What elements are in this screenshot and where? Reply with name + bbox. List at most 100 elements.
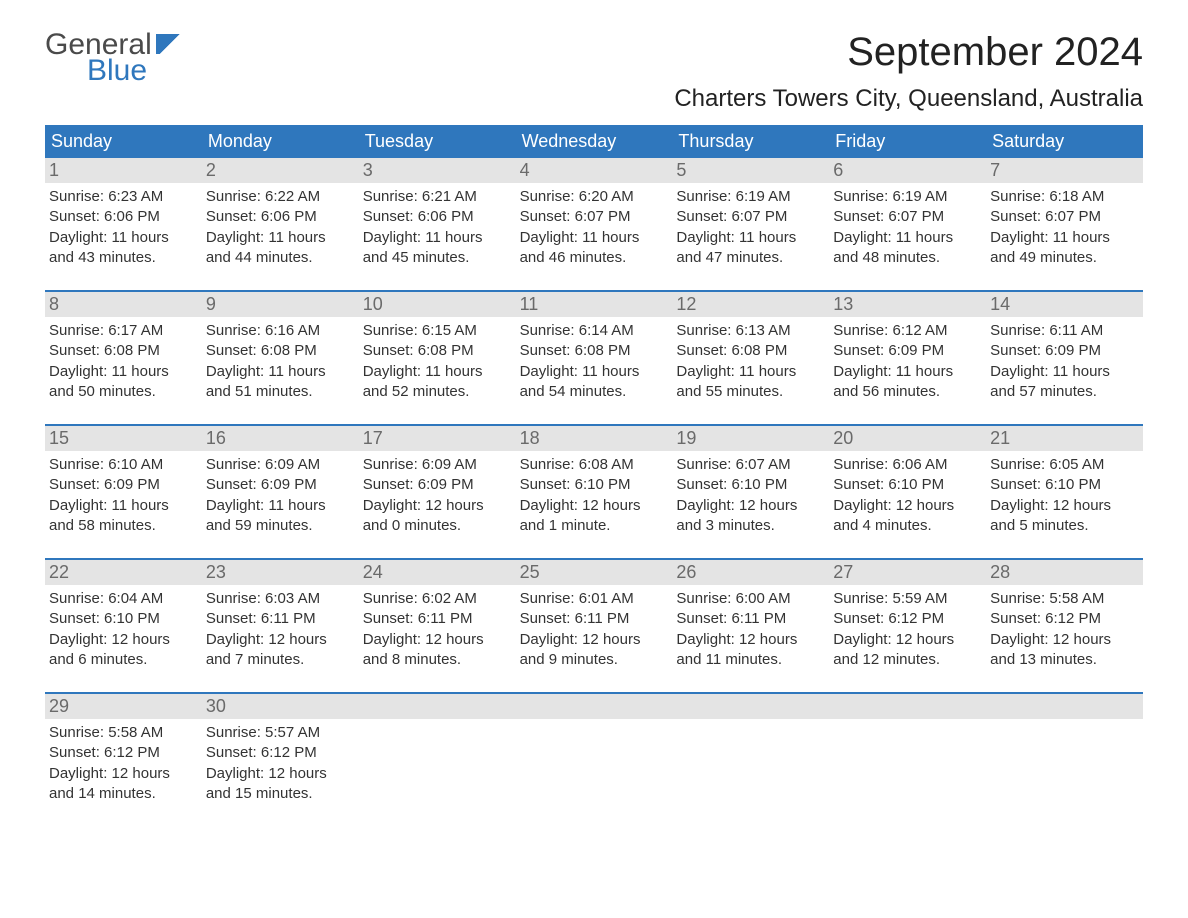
day-body: Sunrise: 5:57 AMSunset: 6:12 PMDaylight:… — [206, 723, 355, 804]
weekday-mon: Monday — [202, 125, 359, 158]
day-number: 10 — [359, 292, 516, 317]
week-row: 1Sunrise: 6:23 AMSunset: 6:06 PMDaylight… — [45, 158, 1143, 272]
sunset-text: Sunset: 6:10 PM — [49, 609, 198, 629]
daylight-text: Daylight: 12 hours and 0 minutes. — [363, 496, 512, 537]
sunset-text: Sunset: 6:11 PM — [520, 609, 669, 629]
daylight-text: Daylight: 11 hours and 47 minutes. — [676, 228, 825, 269]
day-cell: 14Sunrise: 6:11 AMSunset: 6:09 PMDayligh… — [986, 292, 1143, 406]
daylight-text: Daylight: 11 hours and 50 minutes. — [49, 362, 198, 403]
daylight-text: Daylight: 12 hours and 7 minutes. — [206, 630, 355, 671]
sunrise-text: Sunrise: 6:18 AM — [990, 187, 1139, 207]
day-body: Sunrise: 5:58 AMSunset: 6:12 PMDaylight:… — [990, 589, 1139, 670]
day-number: 7 — [986, 158, 1143, 183]
daylight-text: Daylight: 12 hours and 6 minutes. — [49, 630, 198, 671]
day-cell: 4Sunrise: 6:20 AMSunset: 6:07 PMDaylight… — [516, 158, 673, 272]
sunset-text: Sunset: 6:10 PM — [676, 475, 825, 495]
day-body: Sunrise: 6:17 AMSunset: 6:08 PMDaylight:… — [49, 321, 198, 402]
sunset-text: Sunset: 6:11 PM — [363, 609, 512, 629]
daylight-text: Daylight: 12 hours and 15 minutes. — [206, 764, 355, 805]
daylight-text: Daylight: 11 hours and 44 minutes. — [206, 228, 355, 269]
day-body: Sunrise: 6:01 AMSunset: 6:11 PMDaylight:… — [520, 589, 669, 670]
day-cell: 26Sunrise: 6:00 AMSunset: 6:11 PMDayligh… — [672, 560, 829, 674]
sunrise-text: Sunrise: 6:06 AM — [833, 455, 982, 475]
sunset-text: Sunset: 6:08 PM — [49, 341, 198, 361]
day-number: 16 — [202, 426, 359, 451]
sunrise-text: Sunrise: 6:01 AM — [520, 589, 669, 609]
sunset-text: Sunset: 6:11 PM — [676, 609, 825, 629]
day-body: Sunrise: 6:15 AMSunset: 6:08 PMDaylight:… — [363, 321, 512, 402]
sunset-text: Sunset: 6:09 PM — [833, 341, 982, 361]
daylight-text: Daylight: 12 hours and 14 minutes. — [49, 764, 198, 805]
sunrise-text: Sunrise: 5:57 AM — [206, 723, 355, 743]
sunrise-text: Sunrise: 6:16 AM — [206, 321, 355, 341]
sunset-text: Sunset: 6:10 PM — [990, 475, 1139, 495]
location: Charters Towers City, Queensland, Austra… — [674, 85, 1143, 113]
day-body: Sunrise: 6:16 AMSunset: 6:08 PMDaylight:… — [206, 321, 355, 402]
day-body: Sunrise: 6:21 AMSunset: 6:06 PMDaylight:… — [363, 187, 512, 268]
day-number — [359, 694, 516, 719]
weekday-wed: Wednesday — [516, 125, 673, 158]
day-body: Sunrise: 6:18 AMSunset: 6:07 PMDaylight:… — [990, 187, 1139, 268]
day-body: Sunrise: 6:10 AMSunset: 6:09 PMDaylight:… — [49, 455, 198, 536]
day-cell: 22Sunrise: 6:04 AMSunset: 6:10 PMDayligh… — [45, 560, 202, 674]
day-cell: 23Sunrise: 6:03 AMSunset: 6:11 PMDayligh… — [202, 560, 359, 674]
sunset-text: Sunset: 6:12 PM — [990, 609, 1139, 629]
sunrise-text: Sunrise: 6:17 AM — [49, 321, 198, 341]
day-cell: 6 Sunrise: 6:19 AMSunset: 6:07 PMDaylight… — [829, 158, 986, 272]
daylight-text: Daylight: 12 hours and 4 minutes. — [833, 496, 982, 537]
day-cell: 15Sunrise: 6:10 AMSunset: 6:09 PMDayligh… — [45, 426, 202, 540]
day-body: Sunrise: 6:00 AMSunset: 6:11 PMDaylight:… — [676, 589, 825, 670]
day-body: Sunrise: 6:07 AMSunset: 6:10 PMDaylight:… — [676, 455, 825, 536]
daylight-text: Daylight: 12 hours and 12 minutes. — [833, 630, 982, 671]
day-cell: 19Sunrise: 6:07 AMSunset: 6:10 PMDayligh… — [672, 426, 829, 540]
sunrise-text: Sunrise: 6:23 AM — [49, 187, 198, 207]
day-cell: 21Sunrise: 6:05 AMSunset: 6:10 PMDayligh… — [986, 426, 1143, 540]
sunset-text: Sunset: 6:07 PM — [833, 207, 982, 227]
sunrise-text: Sunrise: 6:00 AM — [676, 589, 825, 609]
day-number: 25 — [516, 560, 673, 585]
day-number: 21 — [986, 426, 1143, 451]
day-cell: 13Sunrise: 6:12 AMSunset: 6:09 PMDayligh… — [829, 292, 986, 406]
daylight-text: Daylight: 12 hours and 13 minutes. — [990, 630, 1139, 671]
day-body: Sunrise: 6:12 AMSunset: 6:09 PMDaylight:… — [833, 321, 982, 402]
day-number — [516, 694, 673, 719]
day-body: Sunrise: 6:19 AMSunset: 6:07 PMDaylight:… — [833, 187, 982, 268]
daylight-text: Daylight: 11 hours and 57 minutes. — [990, 362, 1139, 403]
day-body: Sunrise: 6:08 AMSunset: 6:10 PMDaylight:… — [520, 455, 669, 536]
day-cell: 25 Sunrise: 6:01 AMSunset: 6:11 PMDayligh… — [516, 560, 673, 674]
sunset-text: Sunset: 6:08 PM — [520, 341, 669, 361]
sunset-text: Sunset: 6:10 PM — [520, 475, 669, 495]
day-number: 3 — [359, 158, 516, 183]
sunrise-text: Sunrise: 5:58 AM — [49, 723, 198, 743]
sunset-text: Sunset: 6:11 PM — [206, 609, 355, 629]
sunset-text: Sunset: 6:06 PM — [206, 207, 355, 227]
daylight-text: Daylight: 11 hours and 59 minutes. — [206, 496, 355, 537]
header: General Blue September 2024 Charters Tow… — [45, 30, 1143, 113]
sunrise-text: Sunrise: 6:21 AM — [363, 187, 512, 207]
week-row: 15Sunrise: 6:10 AMSunset: 6:09 PMDayligh… — [45, 424, 1143, 540]
daylight-text: Daylight: 12 hours and 11 minutes. — [676, 630, 825, 671]
daylight-text: Daylight: 12 hours and 3 minutes. — [676, 496, 825, 537]
day-number: 28 — [986, 560, 1143, 585]
weekday-sat: Saturday — [986, 125, 1143, 158]
sunrise-text: Sunrise: 6:19 AM — [833, 187, 982, 207]
sunset-text: Sunset: 6:12 PM — [49, 743, 198, 763]
day-cell: 16Sunrise: 6:09 AMSunset: 6:09 PMDayligh… — [202, 426, 359, 540]
daylight-text: Daylight: 11 hours and 54 minutes. — [520, 362, 669, 403]
day-cell — [516, 694, 673, 808]
day-number: 14 — [986, 292, 1143, 317]
week-row: 8Sunrise: 6:17 AMSunset: 6:08 PMDaylight… — [45, 290, 1143, 406]
day-number: 29 — [45, 694, 202, 719]
logo-line2: Blue — [87, 56, 184, 86]
day-body: Sunrise: 6:22 AMSunset: 6:06 PMDaylight:… — [206, 187, 355, 268]
day-number: 18 — [516, 426, 673, 451]
day-body: Sunrise: 5:59 AMSunset: 6:12 PMDaylight:… — [833, 589, 982, 670]
sunset-text: Sunset: 6:09 PM — [363, 475, 512, 495]
day-cell — [986, 694, 1143, 808]
sunrise-text: Sunrise: 6:20 AM — [520, 187, 669, 207]
sunrise-text: Sunrise: 6:07 AM — [676, 455, 825, 475]
sunset-text: Sunset: 6:08 PM — [363, 341, 512, 361]
daylight-text: Daylight: 11 hours and 48 minutes. — [833, 228, 982, 269]
sunrise-text: Sunrise: 6:09 AM — [206, 455, 355, 475]
day-number: 6 — [829, 158, 986, 183]
